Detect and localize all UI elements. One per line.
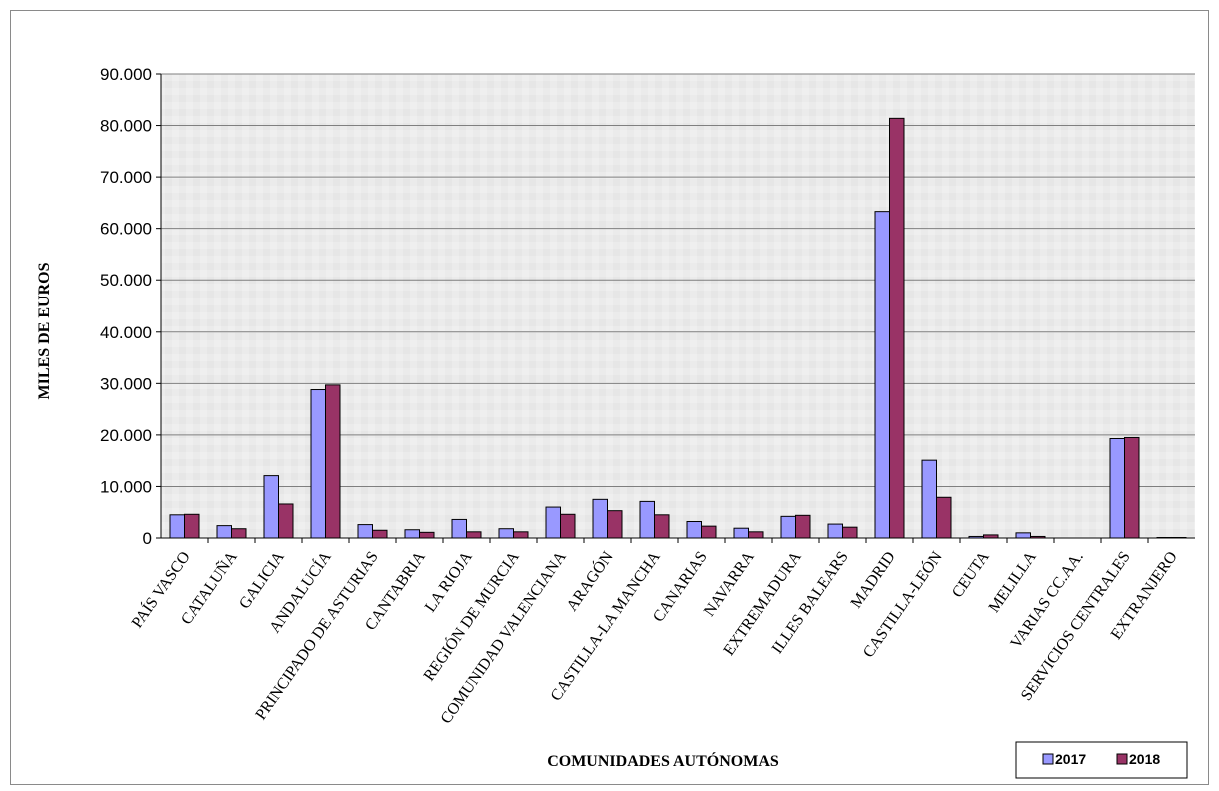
bar-2017: [498, 528, 514, 539]
bar-2018: [889, 117, 905, 539]
bar-2018: [607, 510, 623, 539]
bar-2017: [357, 524, 373, 539]
y-tick-label: 50.000: [100, 271, 152, 290]
bar-2018: [1124, 436, 1140, 539]
legend-label-2018: 2018: [1129, 751, 1160, 767]
y-tick-label: 60.000: [100, 220, 152, 239]
y-tick-label: 30.000: [100, 374, 152, 393]
y-tick-label: 20.000: [100, 426, 152, 445]
chart-frame: 0 10.000 20.000 30.000 40.000 50.000 60.000 70.…: [10, 10, 1209, 785]
bar-2017: [921, 459, 937, 539]
y-tick-label: 0: [143, 529, 152, 548]
y-tick-label: 70.000: [100, 168, 152, 187]
x-tick-label: CEUTA: [949, 548, 993, 601]
bar-2017: [780, 515, 796, 539]
x-tick-label: ARAGÓN: [562, 547, 617, 614]
y-tick-label: 80.000: [100, 117, 152, 136]
x-tick-label: MADRID: [848, 549, 899, 612]
y-tick-label: 40.000: [100, 323, 152, 342]
bar-2017: [827, 523, 843, 539]
bar-2017: [733, 527, 749, 539]
bar-2018: [560, 513, 576, 539]
bars: [169, 117, 1187, 539]
bar-2018: [701, 525, 717, 539]
bar-2017: [404, 529, 420, 539]
x-tick-label: GALICIA: [236, 548, 288, 612]
y-axis-title: MILES DE EUROS: [36, 262, 53, 399]
bar-2018: [231, 528, 247, 539]
bar-2017: [1015, 532, 1031, 539]
bar-2018: [795, 514, 811, 539]
x-tick-labels: PAÍS VASCOCATALUÑAGALICIAANDALUCÍAPRINCI…: [127, 538, 1181, 727]
bar-2017: [310, 389, 326, 539]
y-tick-label: 10.000: [100, 477, 152, 496]
bar-2017: [592, 498, 608, 539]
y-tick-labels: 0 10.000 20.000 30.000 40.000 50.000 60.000 70.…: [100, 65, 161, 548]
bar-2017: [1109, 437, 1125, 539]
bar-2018: [936, 496, 952, 539]
bar-2017: [874, 211, 890, 539]
x-axis-title: COMUNIDADES AUTÓNOMAS: [547, 751, 779, 770]
bar-2018: [184, 513, 200, 539]
legend-swatch-2018: [1116, 753, 1128, 765]
bar-2018: [325, 384, 341, 539]
bar-2017: [263, 475, 279, 539]
bar-2017: [545, 506, 561, 539]
bar-2017: [639, 500, 655, 539]
legend: 2017 2018: [1015, 741, 1188, 779]
x-tick-label: CASTILLA-LEÓN: [858, 547, 946, 661]
bar-2018: [513, 531, 529, 539]
bar-2017: [216, 525, 232, 539]
y-tick-label: 90.000: [100, 65, 152, 84]
bar-2017: [451, 518, 467, 539]
bar-2017: [169, 514, 185, 539]
bar-2018: [748, 531, 764, 539]
bar-2018: [419, 531, 435, 539]
bar-2018: [842, 526, 858, 539]
bar-2018: [372, 529, 388, 539]
bar-chart: 0 10.000 20.000 30.000 40.000 50.000 60.000 70.…: [36, 65, 1195, 779]
legend-swatch-2017: [1042, 753, 1054, 765]
bar-2018: [654, 514, 670, 539]
bar-2018: [466, 531, 482, 539]
legend-box: [1015, 741, 1188, 779]
bar-2017: [686, 521, 702, 539]
bar-2018: [278, 503, 294, 539]
legend-label-2017: 2017: [1055, 751, 1086, 767]
